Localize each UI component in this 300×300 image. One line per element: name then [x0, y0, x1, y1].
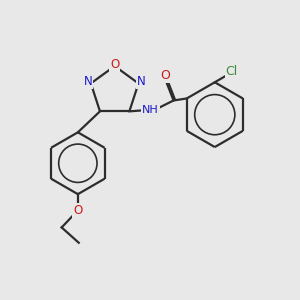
- Text: Cl: Cl: [226, 64, 238, 78]
- Text: N: N: [83, 75, 92, 88]
- Text: O: O: [73, 204, 83, 217]
- Text: O: O: [110, 58, 119, 71]
- Text: O: O: [160, 69, 170, 82]
- Text: N: N: [137, 75, 146, 88]
- Text: NH: NH: [142, 105, 159, 115]
